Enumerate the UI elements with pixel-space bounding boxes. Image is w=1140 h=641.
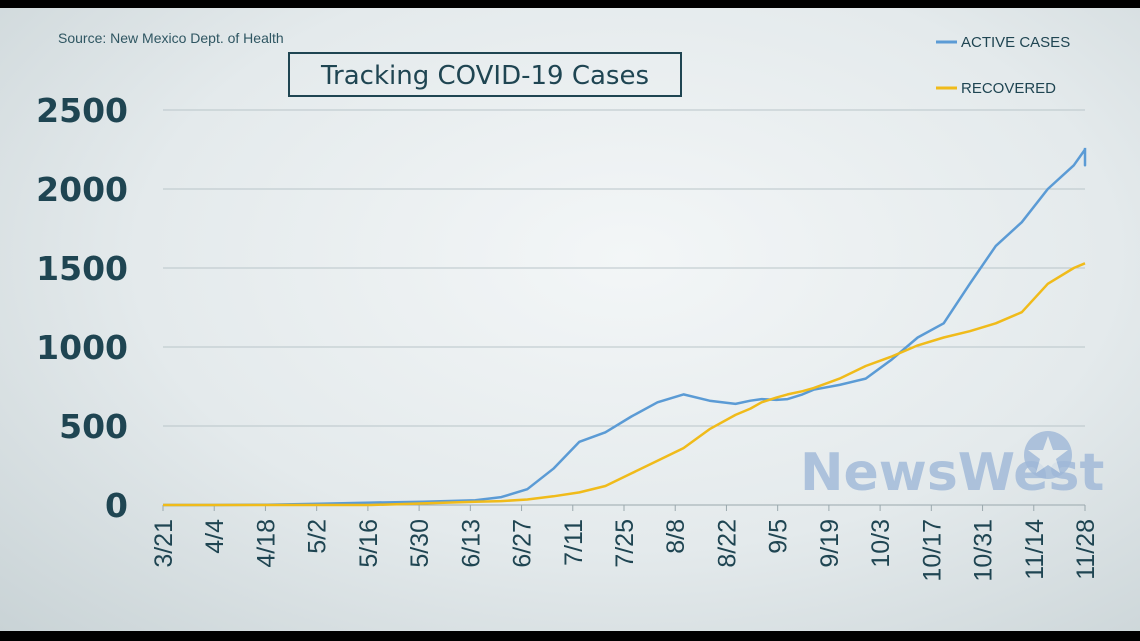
x-tick-label: 7/25 [611,519,639,568]
y-tick-label: 2500 [36,91,128,130]
x-tick-label: 4/4 [201,519,229,554]
x-tick-label: 4/18 [252,519,280,568]
x-tick-label: 10/3 [867,519,895,568]
x-axis: 3/21 4/4 4/18 5/2 5/16 5/30 6/13 6/27 7/11 7/25 8/… [150,505,1100,582]
y-tick-label: 1500 [36,249,128,288]
x-tick-label: 10/31 [970,519,998,582]
y-tick-label: 0 [105,486,128,525]
x-tick-label: 8/8 [662,519,690,554]
series-line-recovered [163,262,1086,507]
logo-star-icon [1024,431,1072,479]
title-box [288,52,682,97]
x-tick-label: 11/14 [1021,519,1049,580]
x-tick-label: 10/17 [918,519,946,582]
legend-label-active: ACTIVE CASES [961,34,1070,51]
y-tick-label: 2000 [36,170,128,209]
x-tick-label: 6/13 [457,519,485,568]
x-tick-label: 5/16 [355,519,383,568]
chart-title: Tracking COVID-19 Cases [320,61,649,91]
x-tick-label: 11/28 [1072,519,1100,580]
x-tick-label: 8/22 [713,519,741,568]
x-tick-label: 7/11 [560,519,588,566]
x-tick-label: 3/21 [150,519,178,568]
x-tick-label: 5/2 [304,519,332,554]
y-axis: 0 500 1000 1500 2000 2500 [36,91,128,525]
x-tick-label: 5/30 [406,519,434,568]
source-note: Source: New Mexico Dept. of Health [58,30,284,46]
chart-panel [0,8,1140,631]
x-tick-label: 9/19 [816,519,844,568]
y-tick-label: 1000 [36,328,128,367]
x-tick-label: 6/27 [509,519,537,568]
series-layer [163,147,1087,507]
y-tick-label: 500 [59,407,128,446]
legend-label-recovered: RECOVERED [961,80,1056,97]
x-tick-label: 9/5 [765,519,793,554]
